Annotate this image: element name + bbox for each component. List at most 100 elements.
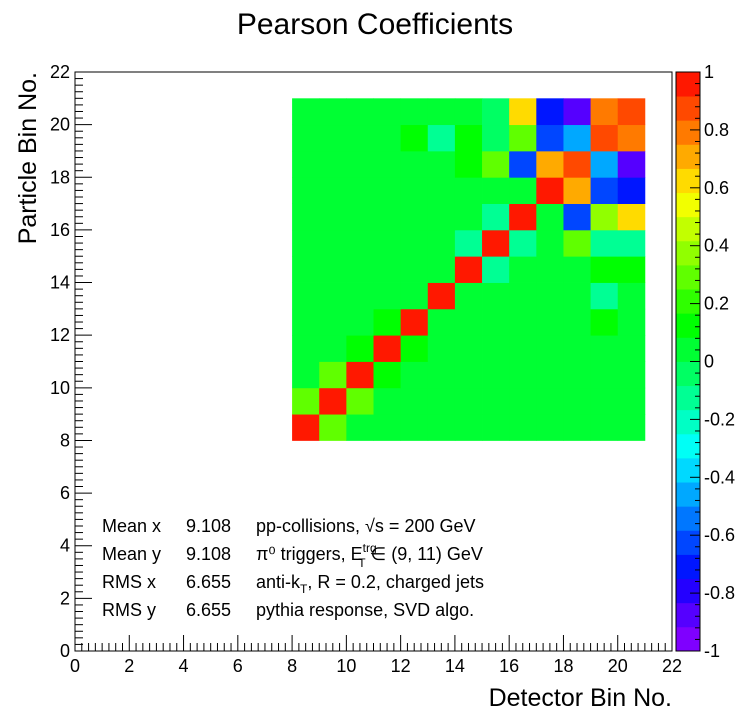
heatmap-cell: [319, 124, 347, 152]
heatmap-cell: [346, 124, 374, 152]
heatmap-cell: [590, 150, 619, 178]
x-tick-label: 4: [179, 656, 189, 676]
heatmap-cell: [454, 124, 483, 152]
y-tick-label: 18: [50, 167, 70, 187]
y-tick-label: 22: [50, 62, 70, 82]
heatmap-cell: [536, 98, 564, 126]
heatmap-cell: [509, 282, 537, 310]
stat-value: 6.655: [186, 572, 231, 592]
heatmap-cell: [482, 124, 510, 152]
heatmap-cell: [346, 150, 374, 178]
heatmap-cell: [400, 256, 429, 283]
color-scale-segment: [676, 144, 700, 169]
heatmap-cell: [373, 282, 402, 310]
heatmap-cell: [319, 414, 347, 441]
color-scale-tick-label: -0.4: [704, 467, 735, 487]
heatmap-cell: [292, 177, 320, 204]
heatmap-cell: [346, 203, 374, 231]
color-scale-segment: [676, 313, 700, 338]
heatmap-cell: [346, 308, 374, 336]
heatmap-cell: [617, 414, 646, 441]
heatmap-cell: [590, 282, 619, 310]
heatmap-cell: [563, 150, 591, 178]
heatmap-cell: [319, 335, 347, 362]
color-scale-segment: [676, 72, 700, 97]
heatmap-cell: [427, 387, 456, 415]
heatmap-cell: [292, 124, 320, 152]
heatmap-cell: [482, 256, 510, 283]
heatmap-cell: [590, 98, 619, 126]
heatmap-cell: [319, 308, 347, 336]
heatmap-cell: [509, 256, 537, 283]
color-scale-segment: [676, 409, 700, 435]
heatmap-cell: [590, 335, 619, 362]
heatmap-cell: [292, 256, 320, 283]
heatmap-cell: [346, 387, 374, 415]
x-tick-label: 14: [445, 656, 465, 676]
heatmap-cell: [346, 229, 374, 257]
heatmap-cell: [319, 98, 347, 126]
heatmap-cell: [617, 177, 646, 204]
heatmap-cell: [482, 361, 510, 389]
heatmap-cell: [400, 124, 429, 152]
heatmap-cell: [509, 335, 537, 362]
y-tick-label: 4: [60, 536, 70, 556]
heatmap-cell: [482, 414, 510, 441]
heatmap-cell: [536, 308, 564, 336]
heatmap-cell: [427, 335, 456, 362]
heatmap-cell: [509, 414, 537, 441]
heatmap-cell: [617, 150, 646, 178]
heatmap-cell: [319, 282, 347, 310]
heatmap-cell: [536, 414, 564, 441]
heatmap-cell: [563, 308, 591, 336]
heatmap-cell: [536, 124, 564, 152]
y-axis: 0 2 4 6 8 10 12 14 16 18 20 22: [50, 62, 92, 661]
heatmap-cell: [563, 387, 591, 415]
stat-note: π⁰ triggers, Etrg T ∈ (9, 11) GeV: [256, 541, 483, 570]
color-scale-segment: [676, 216, 700, 242]
y-tick-label: 10: [50, 378, 70, 398]
heatmap-cell: [617, 282, 646, 310]
x-axis-title: Detector Bin No.: [489, 684, 672, 712]
heatmap-cell: [536, 335, 564, 362]
x-tick-label: 22: [662, 656, 682, 676]
heatmap-cell: [346, 177, 374, 204]
x-tick-label: 8: [287, 656, 297, 676]
heatmap-cell: [563, 124, 591, 152]
color-scale-tick-label: -0.8: [704, 583, 735, 603]
x-tick-label: 10: [336, 656, 356, 676]
heatmap-cell: [454, 203, 483, 231]
heatmap-cell: [346, 335, 374, 362]
heatmap-cell: [373, 229, 402, 257]
color-scale-segment: [676, 530, 700, 555]
heatmap-cell: [427, 282, 456, 310]
stat-label: Mean x: [102, 516, 161, 536]
heatmap-cell: [509, 203, 537, 231]
heatmap-cell: [536, 256, 564, 283]
heatmap-cell: [400, 150, 429, 178]
heatmap-cell: [590, 229, 619, 257]
heatmap-cell: [373, 203, 402, 231]
stat-value: 6.655: [186, 600, 231, 620]
heatmap-cell: [400, 387, 429, 415]
heatmap-cell: [454, 308, 483, 336]
heatmap-cell: [373, 335, 402, 362]
heatmap-cell: [400, 229, 429, 257]
y-tick-label: 6: [60, 483, 70, 503]
heatmap-cell: [509, 124, 537, 152]
heatmap-cell: [617, 229, 646, 257]
heatmap-cell: [590, 177, 619, 204]
stats-box: Mean x 9.108 pp-collisions, √s = 200 GeV Me…: [102, 516, 484, 620]
heatmap-cell: [482, 282, 510, 310]
heatmap-cell: [427, 98, 456, 126]
stat-label: RMS y: [102, 600, 156, 620]
heatmap-cell: [319, 203, 347, 231]
heatmap-cell: [617, 361, 646, 389]
heatmap-cell: [319, 150, 347, 178]
heatmap-cell: [590, 414, 619, 441]
heatmap-cell: [563, 282, 591, 310]
heatmap-cell: [373, 387, 402, 415]
x-tick-label: 0: [70, 656, 80, 676]
heatmap-cell: [536, 177, 564, 204]
color-scale-tick-label: 0.6: [704, 178, 729, 198]
